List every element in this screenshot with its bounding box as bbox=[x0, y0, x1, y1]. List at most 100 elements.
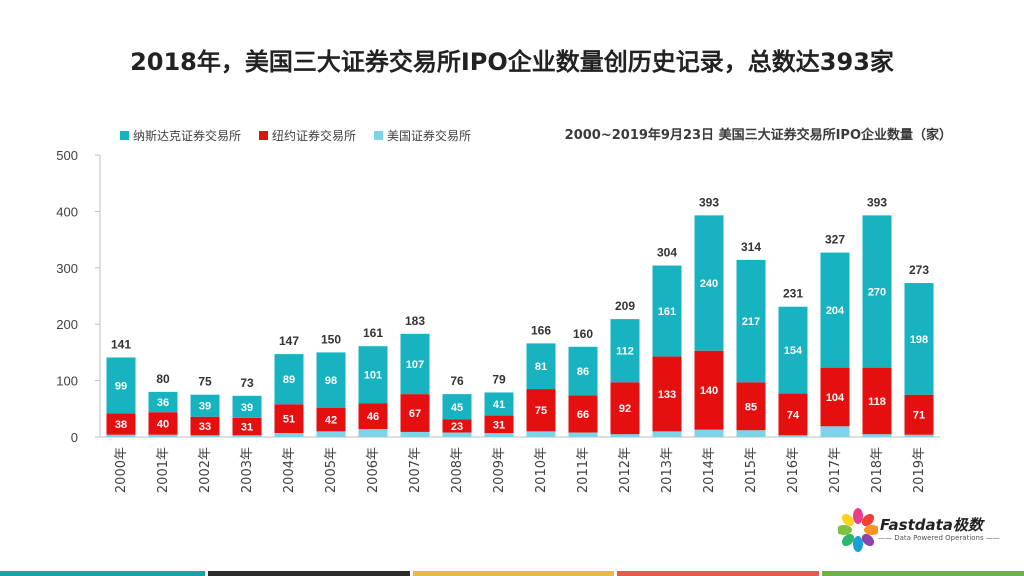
data-label: 75 bbox=[535, 405, 547, 417]
data-label: 99 bbox=[115, 380, 127, 392]
data-label: 217 bbox=[742, 316, 760, 328]
bar-segment bbox=[568, 346, 598, 396]
bar-segment bbox=[400, 431, 430, 437]
total-label: 209 bbox=[615, 299, 635, 313]
total-label: 141 bbox=[111, 337, 131, 351]
x-tick-label: 2016年 bbox=[786, 447, 801, 493]
chart-legend: 纳斯达克证券交易所 纽约证券交易所 美国证券交易所 bbox=[120, 127, 471, 144]
x-tick-label: 2018年 bbox=[870, 447, 885, 493]
x-tick-label: 2010年 bbox=[534, 447, 549, 493]
data-label: 71 bbox=[913, 410, 925, 422]
data-label: 92 bbox=[619, 403, 631, 415]
bar-segment bbox=[736, 382, 766, 431]
data-label: 74 bbox=[787, 409, 800, 421]
y-tick-label: 100 bbox=[56, 374, 78, 389]
bar-segment bbox=[358, 346, 388, 404]
x-tick-label: 2019年 bbox=[912, 447, 927, 493]
data-label: 112 bbox=[616, 346, 634, 358]
total-label: 75 bbox=[198, 375, 212, 389]
bar-segment bbox=[526, 431, 556, 437]
bar-segment bbox=[904, 283, 934, 395]
x-tick-label: 2001年 bbox=[156, 447, 171, 493]
data-label: 270 bbox=[868, 286, 886, 298]
x-tick-label: 2011年 bbox=[576, 447, 591, 493]
y-tick-label: 500 bbox=[56, 148, 78, 163]
logo-tagline: —— Data Powered Operations —— bbox=[878, 534, 1000, 542]
bar-segment bbox=[862, 367, 892, 435]
bar-segment bbox=[904, 434, 934, 437]
bar-segment bbox=[778, 435, 808, 437]
bar-segment bbox=[442, 394, 472, 420]
bar-segment bbox=[106, 434, 136, 437]
x-tick-label: 2006年 bbox=[366, 447, 381, 493]
bar-segment bbox=[442, 419, 472, 433]
bar-segment bbox=[610, 319, 640, 383]
data-label: 89 bbox=[283, 374, 295, 386]
total-label: 147 bbox=[279, 334, 299, 348]
bar-segment bbox=[526, 343, 556, 390]
bar-segment bbox=[778, 393, 808, 436]
data-label: 85 bbox=[745, 401, 757, 413]
legend-item-nyse: 纽约证券交易所 bbox=[259, 127, 356, 144]
data-label: 51 bbox=[283, 414, 295, 426]
legend-swatch-nyse bbox=[259, 131, 269, 140]
y-tick-label: 0 bbox=[71, 430, 78, 445]
bar-segment bbox=[484, 392, 514, 416]
data-label: 40 bbox=[157, 418, 169, 430]
bar-segment bbox=[148, 412, 178, 435]
legend-swatch-nasdaq bbox=[120, 131, 129, 140]
data-label: 240 bbox=[700, 278, 718, 290]
footer-color-segment bbox=[617, 571, 820, 576]
data-label: 39 bbox=[241, 402, 253, 414]
legend-label-nyse: 纽约证券交易所 bbox=[272, 129, 357, 143]
data-label: 204 bbox=[826, 305, 845, 317]
y-tick-label: 300 bbox=[56, 261, 78, 276]
data-label: 154 bbox=[784, 345, 803, 357]
data-label: 81 bbox=[535, 361, 547, 373]
data-label: 38 bbox=[115, 419, 127, 431]
total-label: 166 bbox=[531, 323, 551, 337]
total-label: 150 bbox=[321, 332, 341, 346]
data-label: 198 bbox=[910, 334, 928, 346]
total-label: 231 bbox=[783, 287, 803, 301]
bar-segment bbox=[232, 395, 262, 418]
x-tick-label: 2014年 bbox=[702, 447, 717, 493]
bar-segment bbox=[820, 367, 850, 427]
legend-label-nasdaq: 纳斯达克证券交易所 bbox=[133, 129, 242, 143]
data-label: 98 bbox=[325, 375, 337, 387]
data-label: 107 bbox=[406, 359, 424, 371]
data-label: 31 bbox=[241, 422, 253, 434]
x-tick-label: 2003年 bbox=[240, 447, 255, 493]
bar-segment bbox=[694, 429, 724, 437]
x-tick-label: 2012年 bbox=[618, 447, 633, 493]
x-tick-label: 2013年 bbox=[660, 447, 675, 493]
x-tick-label: 2007年 bbox=[408, 447, 423, 493]
chart-title: 2018年，美国三大证券交易所IPO企业数量创历史记录，总数达393家 bbox=[130, 48, 894, 76]
total-label: 161 bbox=[363, 326, 383, 340]
footer-color-segment bbox=[822, 571, 1024, 576]
bar-segment bbox=[610, 434, 640, 437]
bar-segment bbox=[316, 352, 346, 408]
bar-segment bbox=[736, 259, 766, 383]
logo-name: Fastdata极数 bbox=[880, 516, 983, 534]
data-label: 104 bbox=[826, 392, 845, 404]
bar-segment bbox=[526, 389, 556, 432]
bar-segment bbox=[190, 416, 220, 436]
total-label: 393 bbox=[867, 195, 887, 209]
x-tick-label: 2015年 bbox=[744, 447, 759, 493]
bar-segment bbox=[694, 350, 724, 430]
data-label: 36 bbox=[157, 397, 169, 409]
x-tick-label: 2002年 bbox=[198, 447, 213, 493]
data-label: 31 bbox=[493, 419, 505, 431]
bar-segment bbox=[148, 391, 178, 413]
bar-segment bbox=[232, 417, 262, 436]
x-tick-label: 2009年 bbox=[492, 447, 507, 493]
bar-segment bbox=[694, 215, 724, 351]
fastdata-logo: Fastdata极数 —— Data Powered Operations —— bbox=[836, 508, 1000, 552]
bar-segment bbox=[442, 432, 472, 437]
bar-segment bbox=[316, 431, 346, 437]
total-label: 393 bbox=[699, 195, 719, 209]
data-label: 23 bbox=[451, 421, 463, 433]
total-label: 80 bbox=[156, 372, 170, 386]
data-label: 66 bbox=[577, 409, 589, 421]
